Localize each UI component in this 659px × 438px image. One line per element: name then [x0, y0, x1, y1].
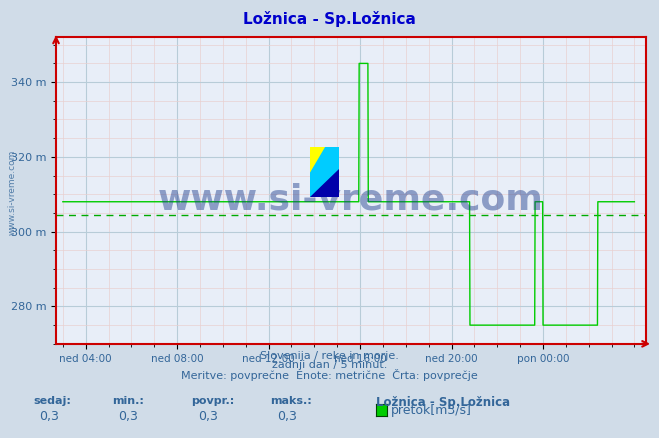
Text: 0,3: 0,3	[277, 410, 297, 424]
Text: zadnji dan / 5 minut.: zadnji dan / 5 minut.	[272, 360, 387, 370]
Text: pretok[m3/s]: pretok[m3/s]	[391, 404, 472, 417]
Text: Ložnica - Sp.Ložnica: Ložnica - Sp.Ložnica	[376, 396, 510, 410]
Text: maks.:: maks.:	[270, 396, 312, 406]
Polygon shape	[310, 147, 326, 174]
Text: 0,3: 0,3	[119, 410, 138, 424]
Text: 0,3: 0,3	[198, 410, 217, 424]
Text: Meritve: povprečne  Enote: metrične  Črta: povprečje: Meritve: povprečne Enote: metrične Črta:…	[181, 369, 478, 381]
Polygon shape	[310, 147, 339, 197]
Text: www.si-vreme.com: www.si-vreme.com	[158, 183, 544, 217]
Text: 0,3: 0,3	[40, 410, 59, 424]
Text: sedaj:: sedaj:	[33, 396, 71, 406]
Text: min.:: min.:	[112, 396, 144, 406]
Text: Slovenija / reke in morje.: Slovenija / reke in morje.	[260, 351, 399, 361]
Text: www.si-vreme.com: www.si-vreme.com	[8, 150, 17, 235]
Polygon shape	[310, 170, 339, 197]
Text: Ložnica - Sp.Ložnica: Ložnica - Sp.Ložnica	[243, 11, 416, 27]
Text: povpr.:: povpr.:	[191, 396, 235, 406]
